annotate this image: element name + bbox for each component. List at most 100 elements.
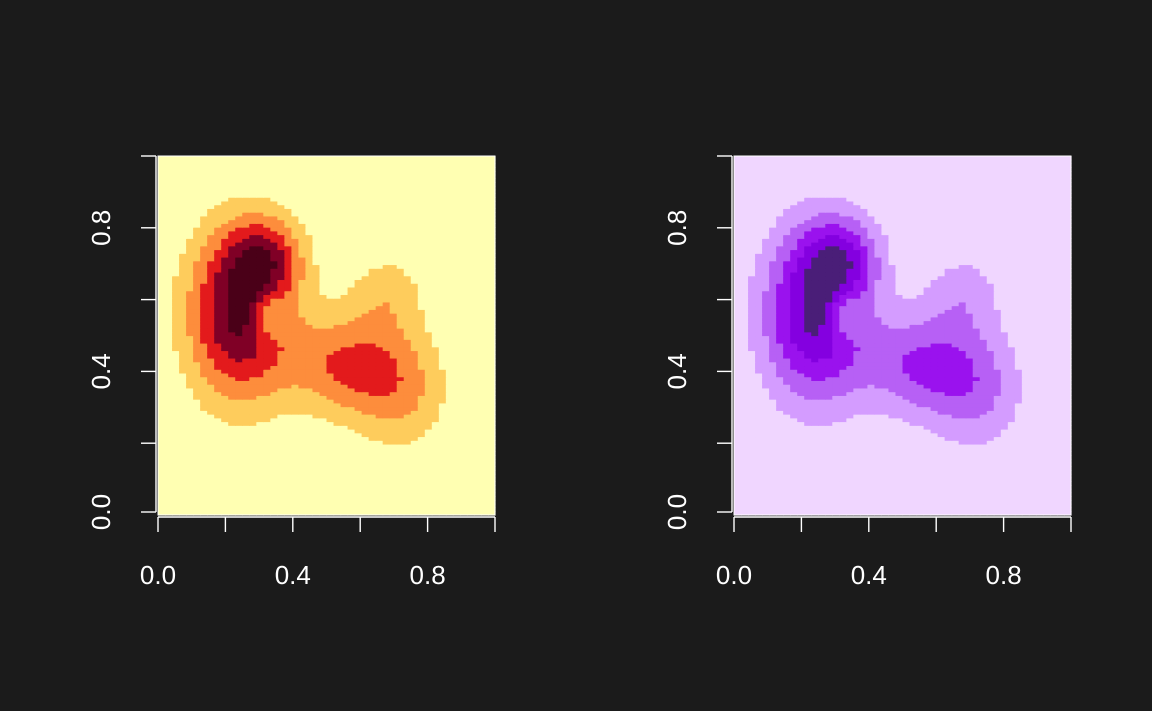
heatmap-cell [235,230,243,236]
heatmap-cell [326,245,335,251]
heatmap-cell [459,227,468,232]
heatmap-cell [165,193,173,198]
heatmap-cell [466,447,475,453]
heatmap-cell [305,167,314,172]
heatmap-cell [228,245,236,251]
heatmap-cell [368,440,377,445]
heatmap-cell [165,399,173,404]
heatmap-cell [333,507,342,512]
heatmap-cell [424,391,433,396]
heatmap-cell [221,230,229,236]
heatmap-cell [291,406,300,411]
heatmap-cell [459,249,468,254]
heatmap-cell [452,256,461,262]
heatmap-cell [221,283,229,288]
heatmap-cell [382,253,391,258]
heatmap-cell [158,425,166,430]
heatmap-cell [1056,511,1065,516]
heatmap-cell [242,189,250,194]
heatmap-cell [200,219,208,224]
heatmap-cell [410,331,419,337]
heatmap-cell [459,421,468,426]
heatmap-cell [172,436,180,441]
heatmap-cell [382,410,391,415]
heatmap-cell [312,279,321,284]
heatmap-cell [403,275,412,281]
heatmap-cell [480,208,489,213]
heatmap-cell [263,193,271,198]
heatmap-cell [291,208,300,213]
heatmap-cell [354,410,363,415]
heatmap-cell [375,174,384,180]
heatmap-cell [263,238,271,243]
heatmap-cell [270,357,278,363]
heatmap-cell [228,488,236,494]
heatmap-cell [438,305,447,310]
heatmap-cell [410,208,419,213]
heatmap-cell [186,466,194,471]
heatmap-cell [172,253,180,258]
heatmap-cell [874,496,883,501]
heatmap-cell [256,402,264,408]
heatmap-cell [459,174,468,180]
heatmap-cell [305,380,314,385]
heatmap-cell [790,500,798,505]
heatmap-cell [459,414,468,419]
heatmap-cell [431,208,440,213]
heatmap-cell [186,335,194,340]
heatmap-cell [305,361,314,367]
heatmap-cell [235,286,243,292]
heatmap-cell [305,507,314,512]
heatmap-cell [424,197,433,202]
heatmap-cell [214,286,222,292]
heatmap-cell [424,372,433,378]
heatmap-cell [235,320,243,325]
heatmap-cell [193,253,201,258]
heatmap-cell [487,324,496,329]
heatmap-cell [270,170,278,176]
heatmap-cell [438,238,447,243]
heatmap-cell [298,185,307,191]
heatmap-cell [305,440,314,445]
heatmap-cell [368,294,377,299]
heatmap-cell [207,451,215,456]
heatmap-cell [158,485,166,490]
heatmap-cell [382,447,391,453]
heatmap-cell [298,507,307,512]
heatmap-cell [298,286,307,292]
heatmap-cell [776,496,784,501]
heatmap-cell [375,339,384,344]
heatmap-cell [396,380,405,385]
heatmap-cell [424,256,433,262]
heatmap-cell [242,503,250,509]
heatmap-cell [200,242,208,247]
heatmap-cell [389,230,398,236]
heatmap-cell [951,503,960,509]
heatmap-cell [375,170,384,176]
heatmap-cell [375,204,384,209]
heatmap-cell [158,380,166,385]
heatmap-cell [361,182,370,187]
heatmap-cell [312,234,321,239]
heatmap-cell [165,473,173,479]
heatmap-cell [221,212,229,217]
heatmap-cell [860,503,868,509]
heatmap-cell [361,365,370,370]
heatmap-cell [431,178,440,183]
heatmap-cell [361,335,370,340]
heatmap-cell [221,245,229,251]
heatmap-cell [172,361,180,367]
heatmap-cell [1007,511,1016,516]
heatmap-cell [193,451,201,456]
heatmap-cell [256,440,264,445]
heatmap-cell [340,492,349,497]
heatmap-cell [452,481,461,486]
heatmap-cell [214,496,222,501]
heatmap-cell [1056,496,1065,501]
heatmap-cell [256,387,264,393]
heatmap-cell [256,167,264,172]
heatmap-cell [403,156,412,161]
heatmap-cell [410,425,419,430]
heatmap-cell [158,189,166,194]
heatmap-cell [242,346,250,352]
